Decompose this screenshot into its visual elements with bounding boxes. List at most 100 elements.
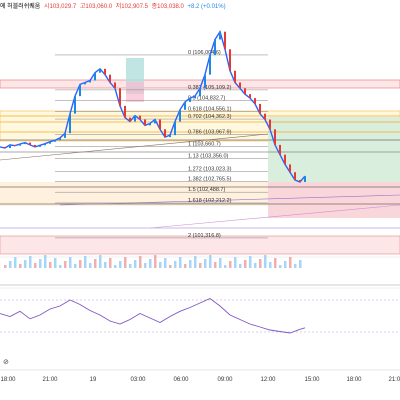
fib-label: 0.618 (104,556.1)	[188, 106, 232, 112]
volume-bar	[174, 261, 177, 268]
volume-bar	[244, 260, 247, 268]
price-candle	[89, 80, 91, 83]
price-candle	[299, 180, 301, 182]
volume-bar	[169, 265, 172, 268]
x-tick-label: 06:00	[173, 377, 189, 383]
x-tick-label: 12:00	[260, 377, 276, 383]
volume-bar	[204, 259, 207, 268]
price-candle	[204, 74, 206, 89]
price-candle	[254, 98, 256, 104]
x-tick-label: 21:00	[42, 377, 58, 383]
volume-bars	[4, 255, 302, 268]
volume-bar	[189, 260, 192, 268]
volume-bar	[209, 255, 212, 268]
volume-bar	[39, 259, 42, 268]
price-candle	[44, 143, 46, 146]
rsi-panel	[0, 297, 400, 334]
volume-bar	[129, 264, 132, 268]
price-candle	[234, 70, 236, 83]
volume-bar	[224, 265, 227, 268]
volume-bar	[159, 262, 162, 268]
volume-bar	[49, 262, 52, 268]
price-candle	[169, 135, 171, 138]
price-candle	[109, 74, 111, 83]
price-candle	[149, 123, 151, 126]
volume-bar	[94, 259, 97, 268]
price-candle	[294, 172, 296, 181]
price-candle	[94, 72, 96, 81]
fib-label: 1.272 (103,023.3)	[188, 166, 232, 172]
volume-bar	[74, 264, 77, 268]
x-tick-label: 18:00	[0, 377, 16, 383]
price-candle	[269, 119, 271, 130]
price-candle	[79, 84, 81, 97]
volume-bar	[134, 260, 137, 268]
open-value: 시103,029.7	[43, 4, 77, 10]
fib-label: 0 (106,004.6)	[188, 50, 221, 56]
volume-bar	[294, 264, 297, 268]
pane-separator-icon: ⊘	[3, 359, 9, 366]
price-candle	[34, 144, 36, 147]
volume-bar	[124, 257, 127, 268]
fib-label: 1 (103,660.7)	[188, 141, 221, 147]
volume-bar	[229, 261, 232, 268]
volume-bar	[194, 256, 197, 268]
horizontal-lines	[0, 115, 400, 371]
symbol-title: 에 허블러쉬퀘움	[0, 4, 41, 10]
price-series	[0, 30, 306, 183]
fib-label: 1.618 (102,212.2)	[188, 198, 232, 204]
volume-bar	[14, 257, 17, 268]
volume-bar	[219, 258, 222, 268]
price-candle	[119, 88, 121, 106]
fib-label: 0.382 (105,109.2)	[188, 85, 232, 91]
price-candle	[54, 140, 56, 142]
volume-bar	[289, 257, 292, 268]
price-candle	[144, 119, 146, 126]
price-candle	[174, 121, 176, 136]
price-candle	[154, 119, 156, 124]
price-candle	[64, 133, 66, 138]
volume-bar	[264, 255, 267, 268]
price-candle	[104, 68, 106, 75]
price-candle	[264, 113, 266, 120]
price-candle	[199, 88, 201, 97]
volume-bar	[34, 263, 37, 268]
fib-label: 1.5 (102,488.7)	[188, 187, 225, 193]
price-candle	[279, 144, 281, 155]
price-candle	[29, 142, 31, 145]
price-candle	[39, 145, 41, 147]
price-candle	[259, 103, 261, 114]
short-position-zone	[268, 182, 400, 218]
volume-bar	[154, 255, 157, 268]
price-candle	[214, 39, 216, 56]
highlight-box-pink	[126, 82, 144, 102]
volume-bar	[139, 256, 142, 268]
volume-bar	[249, 256, 252, 268]
close-value: 종103,038.0	[151, 4, 184, 10]
volume-bar	[234, 257, 237, 268]
price-candle	[4, 146, 6, 149]
volume-bar	[144, 263, 147, 268]
x-tick-label: 21:00	[388, 377, 400, 383]
fib-label: 2 (101,316.8)	[188, 233, 221, 239]
price-candle	[124, 105, 126, 118]
volume-bar	[29, 256, 32, 268]
price-candle	[84, 82, 86, 85]
volume-bar	[79, 260, 82, 268]
price-candle	[209, 55, 211, 75]
volume-bar	[164, 258, 167, 268]
price-candle	[189, 98, 191, 102]
volume-bar	[274, 258, 277, 268]
price-candle	[289, 164, 291, 173]
price-candle	[19, 144, 21, 146]
price-candle	[14, 144, 16, 146]
volume-bar	[269, 262, 272, 268]
volume-bar	[89, 263, 92, 268]
volume-bar	[179, 257, 182, 268]
lower-zone	[0, 235, 400, 255]
fibonacci-levels: 0 (106,004.6) 0.382 (105,109.2) 0.5 (104,8…	[55, 50, 268, 239]
fib-label: 0.5 (104,832.7)	[188, 96, 225, 102]
price-candle	[244, 88, 246, 95]
price-candle	[24, 142, 26, 145]
